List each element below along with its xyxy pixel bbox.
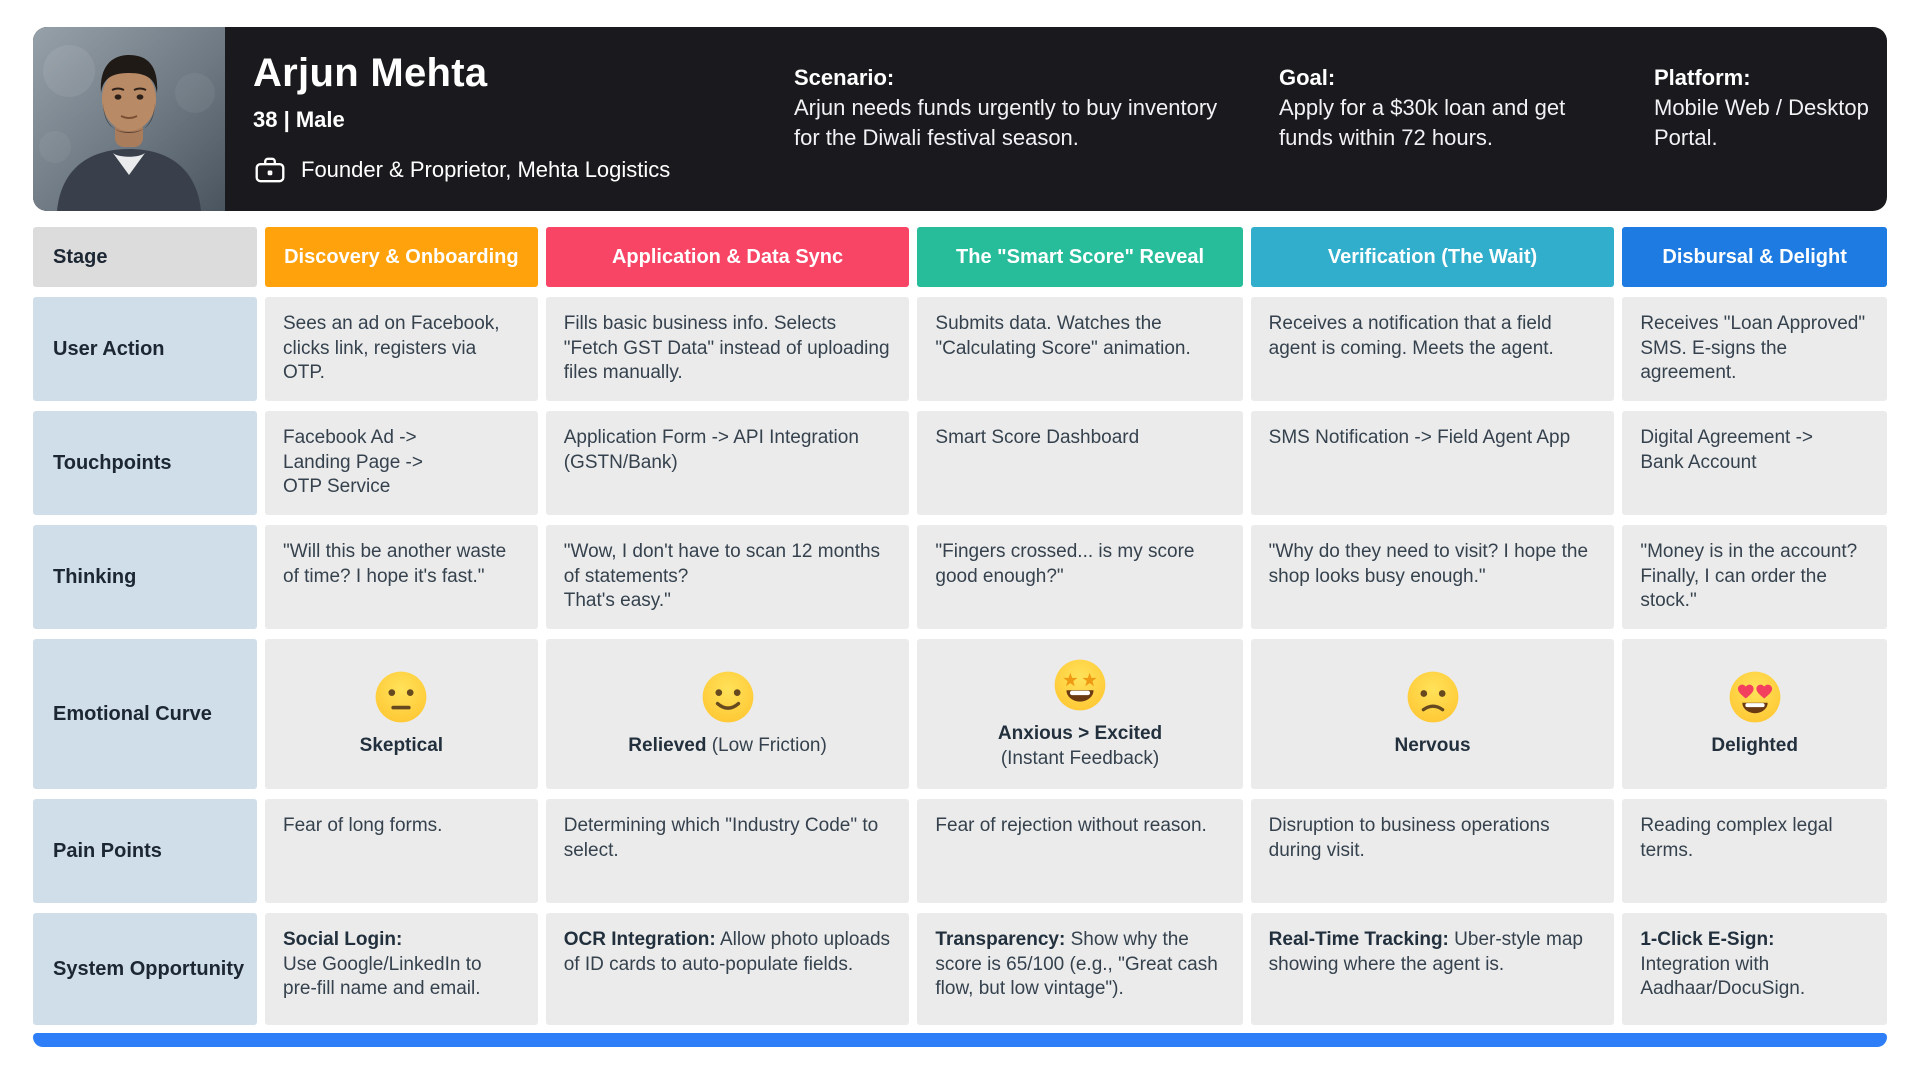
row-label-touchpoints: Touchpoints (33, 411, 257, 515)
emotion-verification: Nervous (1250, 639, 1615, 789)
persona-role: Founder & Proprietor, Mehta Logistics (301, 157, 671, 182)
persona-demographics: 38 | Male (253, 107, 345, 132)
thinking-disbursal: "Money is in the account? Finally, I can… (1622, 525, 1887, 629)
opportunity-disbursal: 1-Click E-Sign: Integration with Aadhaar… (1622, 913, 1887, 1025)
avatar (33, 27, 225, 211)
persona-identity: Arjun Mehta 38 | Male Founder & Propriet… (225, 27, 794, 211)
emotion-smart-score: Anxious > Excited (Instant Feedback) (917, 639, 1243, 789)
neutral-face-emoji (373, 669, 429, 725)
pain-points-application: Determining which "Industry Code" to sel… (545, 799, 910, 903)
journey-grid: Stage Discovery & Onboarding Application… (33, 227, 1887, 1025)
user-action-smart-score: Submits data. Watches the "Calculating S… (917, 297, 1243, 401)
pain-points-discovery: Fear of long forms. (265, 799, 538, 903)
slightly-smiling-face-emoji (700, 669, 756, 725)
stage-header-application: Application & Data Sync (545, 227, 910, 287)
row-label-pain-points: Pain Points (33, 799, 257, 903)
emotion-discovery: Skeptical (265, 639, 538, 789)
emotion-label: Skeptical (359, 735, 444, 757)
platform-block: Platform: Mobile Web / Desktop Portal. (1654, 27, 1879, 211)
scenario-label: Scenario: (794, 65, 895, 90)
scenario-block: Scenario: Arjun needs funds urgently to … (794, 27, 1239, 211)
avatar-portrait (33, 27, 225, 211)
platform-text: Mobile Web / Desktop Portal. (1654, 95, 1869, 150)
goal-text: Apply for a $30k loan and get funds with… (1279, 95, 1566, 150)
row-label-user-action: User Action (33, 297, 257, 401)
stage-header-smart-score: The "Smart Score" Reveal (917, 227, 1243, 287)
touchpoints-application: Application Form -> API Integration (GST… (545, 411, 910, 515)
scenario-text: Arjun needs funds urgently to buy invent… (794, 95, 1218, 150)
emotion-label: Anxious > Excited (Instant Feedback) (997, 722, 1163, 769)
user-action-verification: Receives a notification that a field age… (1250, 297, 1615, 401)
heart-eyes-face-emoji (1727, 669, 1783, 725)
thinking-discovery: "Will this be another waste of time? I h… (265, 525, 538, 629)
persona-role-row: Founder & Proprietor, Mehta Logistics (253, 153, 784, 187)
emotion-disbursal: Delighted (1622, 639, 1887, 789)
stage-header-verification: Verification (The Wait) (1250, 227, 1615, 287)
touchpoints-smart-score: Smart Score Dashboard (917, 411, 1243, 515)
star-struck-face-emoji (1052, 657, 1108, 713)
user-action-disbursal: Receives "Loan Approved" SMS. E-signs th… (1622, 297, 1887, 401)
platform-label: Platform: (1654, 65, 1751, 90)
row-label-thinking: Thinking (33, 525, 257, 629)
opportunity-verification: Real-Time Tracking: Uber-style map showi… (1250, 913, 1615, 1025)
row-label-stage: Stage (33, 227, 257, 287)
user-action-discovery: Sees an ad on Facebook, clicks link, reg… (265, 297, 538, 401)
stage-header-discovery: Discovery & Onboarding (265, 227, 538, 287)
bottom-accent-bar (33, 1033, 1887, 1047)
touchpoints-discovery: Facebook Ad -> Landing Page -> OTP Servi… (265, 411, 538, 515)
goal-block: Goal: Apply for a $30k loan and get fund… (1279, 27, 1609, 211)
emotion-application: Relieved (Low Friction) (545, 639, 910, 789)
emotion-label: Nervous (1394, 735, 1471, 757)
thinking-application: "Wow, I don't have to scan 12 months of … (545, 525, 910, 629)
user-action-application: Fills basic business info. Selects "Fetc… (545, 297, 910, 401)
opportunity-application: OCR Integration: Allow photo uploads of … (545, 913, 910, 1025)
persona-header: Arjun Mehta 38 | Male Founder & Propriet… (33, 27, 1887, 211)
emotion-label: Delighted (1711, 735, 1798, 757)
pain-points-disbursal: Reading complex legal terms. (1622, 799, 1887, 903)
pain-points-smart-score: Fear of rejection without reason. (917, 799, 1243, 903)
row-label-system-opportunity: System Opportunity (33, 913, 257, 1025)
pain-points-verification: Disruption to business operations during… (1250, 799, 1615, 903)
briefcase-icon (253, 153, 287, 187)
frowning-face-emoji (1405, 669, 1461, 725)
goal-label: Goal: (1279, 65, 1336, 90)
persona-name: Arjun Mehta (253, 51, 488, 95)
opportunity-smart-score: Transparency: Show why the score is 65/1… (917, 913, 1243, 1025)
stage-header-disbursal: Disbursal & Delight (1622, 227, 1887, 287)
thinking-smart-score: "Fingers crossed... is my score good eno… (917, 525, 1243, 629)
opportunity-discovery: Social Login: Use Google/LinkedIn to pre… (265, 913, 538, 1025)
touchpoints-disbursal: Digital Agreement -> Bank Account (1622, 411, 1887, 515)
touchpoints-verification: SMS Notification -> Field Agent App (1250, 411, 1615, 515)
emotion-label: Relieved (Low Friction) (628, 735, 827, 757)
row-label-emotional-curve: Emotional Curve (33, 639, 257, 789)
thinking-verification: "Why do they need to visit? I hope the s… (1250, 525, 1615, 629)
